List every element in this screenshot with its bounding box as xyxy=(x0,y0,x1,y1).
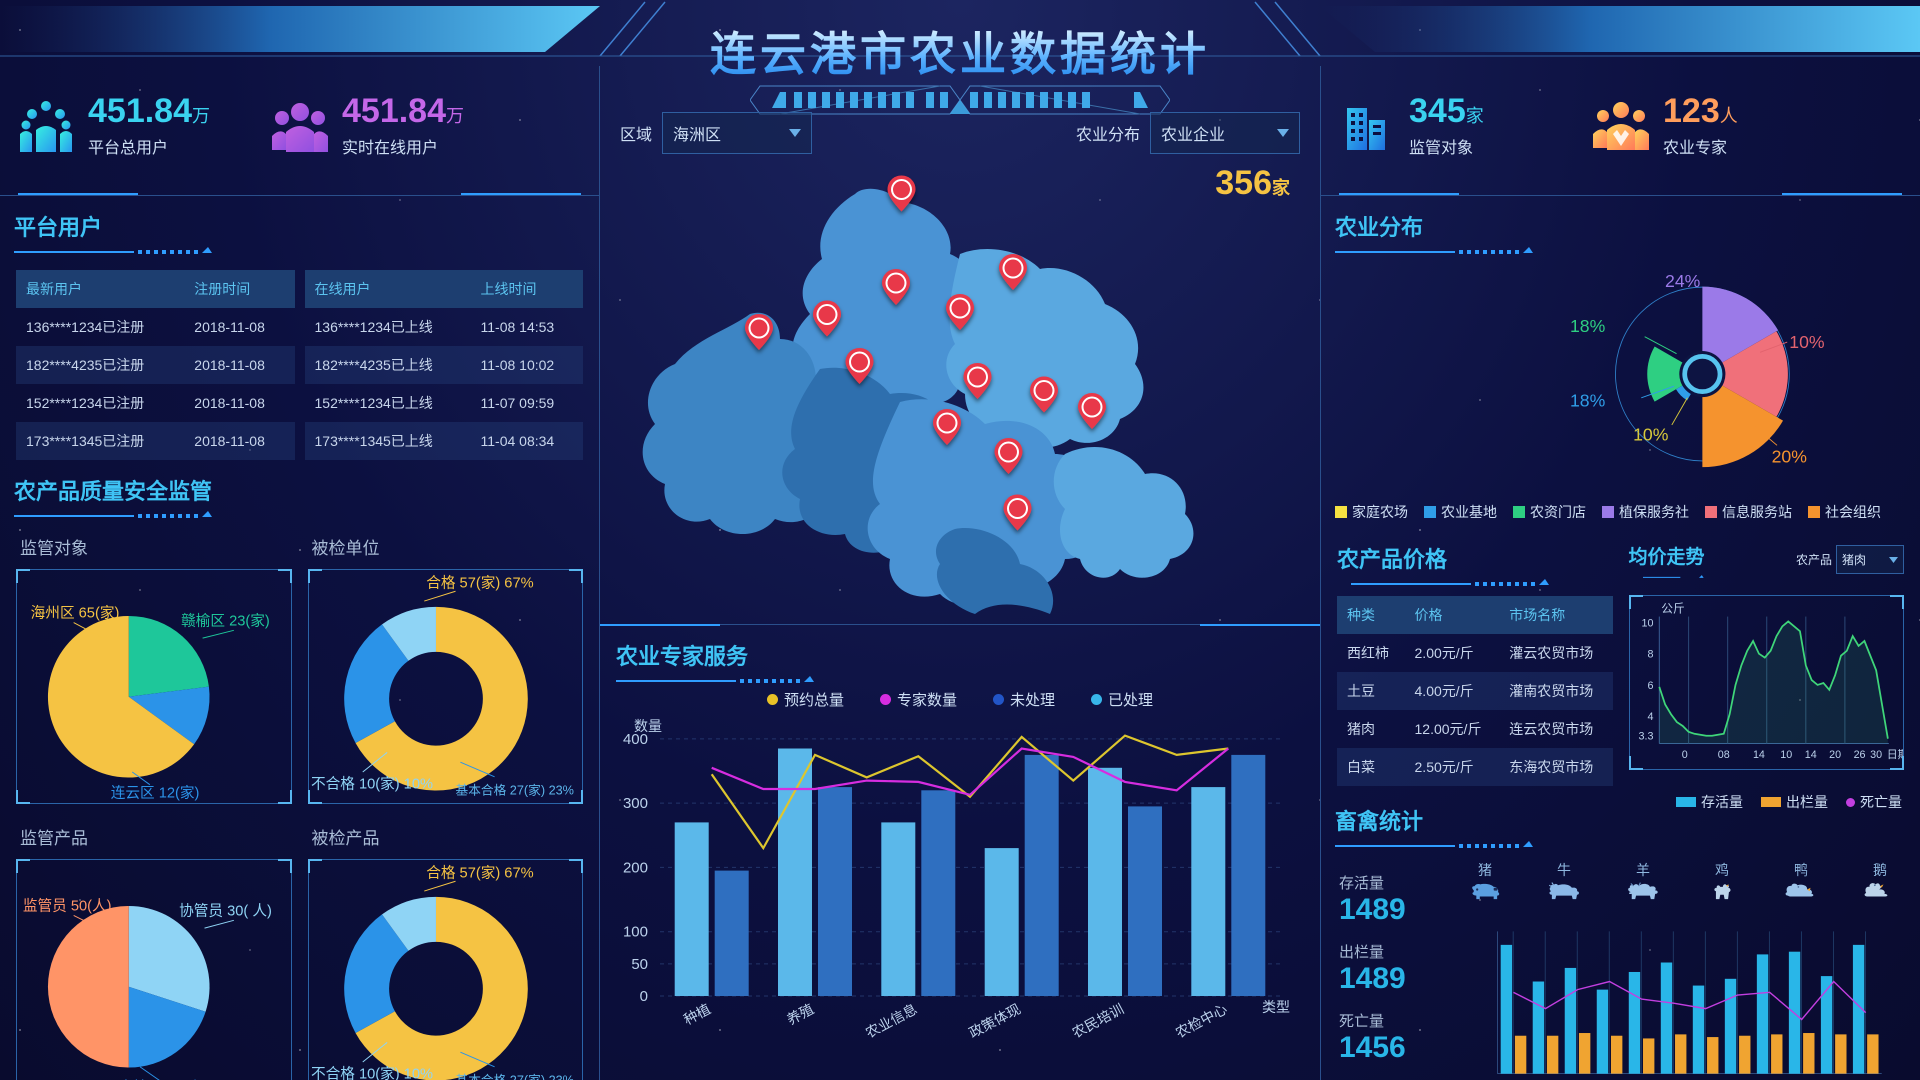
svg-text:50: 50 xyxy=(631,956,648,973)
svg-text:10%: 10% xyxy=(1789,332,1825,352)
svg-text:3.3: 3.3 xyxy=(1638,731,1653,743)
svg-text:10%: 10% xyxy=(1633,425,1669,445)
svg-text:农民培训: 农民培训 xyxy=(1069,1001,1126,1041)
svg-text:协管员 30( 人): 协管员 30( 人) xyxy=(179,902,272,919)
svg-text:不合格 10(家) 10%: 不合格 10(家) 10% xyxy=(310,1066,432,1080)
svg-text:14: 14 xyxy=(1752,749,1764,761)
svg-text:20%: 20% xyxy=(1772,446,1808,466)
svg-text:200: 200 xyxy=(623,859,648,876)
svg-text:类型: 类型 xyxy=(1262,999,1290,1015)
svg-text:连云区 12(家): 连云区 12(家) xyxy=(111,784,200,801)
svg-text:海州区 65(家): 海州区 65(家) xyxy=(31,605,120,622)
svg-text:种植: 种植 xyxy=(681,1001,713,1028)
svg-text:0: 0 xyxy=(1681,749,1687,761)
svg-text:10: 10 xyxy=(1641,617,1653,629)
svg-text:4: 4 xyxy=(1647,711,1653,723)
svg-text:26: 26 xyxy=(1853,749,1865,761)
svg-text:08: 08 xyxy=(1717,749,1729,761)
svg-text:不合格 10(家) 10%: 不合格 10(家) 10% xyxy=(310,776,432,793)
svg-text:0: 0 xyxy=(640,988,648,1005)
svg-text:赣榆区 23(家): 赣榆区 23(家) xyxy=(181,612,270,629)
svg-text:30: 30 xyxy=(1870,749,1882,761)
svg-text:14: 14 xyxy=(1804,749,1816,761)
svg-text:基本合格 27(家) 23%: 基本合格 27(家) 23% xyxy=(455,782,573,797)
svg-text:8: 8 xyxy=(1647,649,1653,661)
svg-text:6: 6 xyxy=(1647,680,1653,692)
svg-text:政策体现: 政策体现 xyxy=(966,1001,1023,1041)
svg-text:100: 100 xyxy=(623,924,648,941)
svg-text:合格 57(家) 67%: 合格 57(家) 67% xyxy=(426,864,533,881)
svg-text:基本合格 27(家) 23%: 基本合格 27(家) 23% xyxy=(455,1072,573,1080)
svg-text:300: 300 xyxy=(623,795,648,812)
svg-text:农检中心: 农检中心 xyxy=(1173,1001,1230,1041)
svg-text:公斤: 公斤 xyxy=(1661,603,1684,616)
svg-text:合格 57(家) 67%: 合格 57(家) 67% xyxy=(426,574,533,591)
svg-text:监管员 50(人): 监管员 50(人) xyxy=(23,898,112,915)
svg-text:20: 20 xyxy=(1829,749,1841,761)
svg-text:养殖: 养殖 xyxy=(784,1001,816,1028)
svg-text:农业信息: 农业信息 xyxy=(863,1001,920,1041)
svg-text:24%: 24% xyxy=(1665,272,1701,291)
svg-text:10: 10 xyxy=(1780,749,1792,761)
svg-text:18%: 18% xyxy=(1570,391,1606,411)
svg-text:18%: 18% xyxy=(1570,316,1606,336)
